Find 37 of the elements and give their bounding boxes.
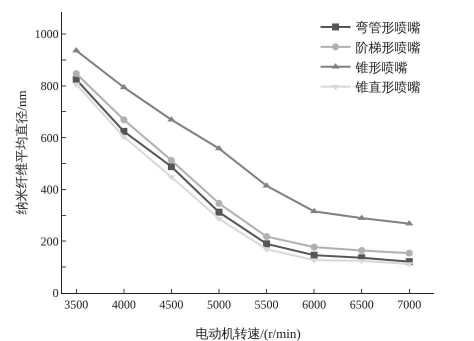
legend-label: 阶梯形喷嘴 <box>356 40 421 55</box>
point <box>262 247 271 253</box>
point <box>72 70 80 78</box>
point <box>215 208 222 216</box>
x-tick-label: 7000 <box>397 297 422 312</box>
y-tick-label: 800 <box>40 79 59 94</box>
legend-label: 锥直形喷嘴 <box>354 80 421 95</box>
x-tick-label: 4000 <box>112 297 136 312</box>
point <box>120 116 128 124</box>
y-tick-label: 400 <box>40 182 59 197</box>
point <box>310 244 318 251</box>
point <box>406 250 413 257</box>
point <box>215 200 222 207</box>
x-tick-label: 5000 <box>206 297 231 312</box>
y-tick-label: 200 <box>40 234 59 248</box>
point <box>263 233 270 240</box>
point <box>310 252 318 259</box>
point <box>120 84 128 90</box>
x-tick-label: 5500 <box>254 297 279 312</box>
y-tick-label: 0 <box>52 286 59 300</box>
x-tick-label: 3500 <box>64 297 88 312</box>
legend-label: 锥形喷嘴 <box>354 60 408 75</box>
legend-label: 弯管形喷嘴 <box>356 20 421 36</box>
x-tick-label: 6000 <box>302 297 326 312</box>
point <box>310 258 318 264</box>
point <box>168 163 175 170</box>
point <box>262 182 271 188</box>
point <box>358 247 366 254</box>
x-axis-title: 电动机转速/(r/min) <box>195 326 301 341</box>
y-tick-label: 600 <box>40 130 59 145</box>
y-tick-label: 1000 <box>34 27 59 42</box>
point <box>263 240 270 248</box>
point <box>168 156 175 164</box>
x-tick-label: 4500 <box>159 297 184 312</box>
y-axis-title: 纳米纤维平均直径/nm <box>14 90 29 215</box>
x-tick-label: 6500 <box>350 297 374 312</box>
point <box>310 208 318 214</box>
